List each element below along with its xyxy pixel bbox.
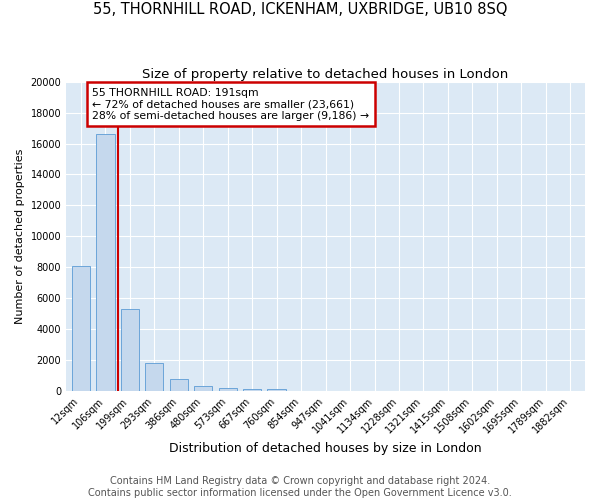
Text: 55, THORNHILL ROAD, ICKENHAM, UXBRIDGE, UB10 8SQ: 55, THORNHILL ROAD, ICKENHAM, UXBRIDGE, … xyxy=(93,2,507,18)
Bar xyxy=(170,380,188,391)
Bar xyxy=(96,134,115,391)
Bar xyxy=(218,388,237,391)
Bar xyxy=(71,266,90,391)
Text: 55 THORNHILL ROAD: 191sqm
← 72% of detached houses are smaller (23,661)
28% of s: 55 THORNHILL ROAD: 191sqm ← 72% of detac… xyxy=(92,88,369,121)
Bar xyxy=(145,363,163,391)
Bar xyxy=(268,389,286,391)
Text: Contains HM Land Registry data © Crown copyright and database right 2024.
Contai: Contains HM Land Registry data © Crown c… xyxy=(88,476,512,498)
Title: Size of property relative to detached houses in London: Size of property relative to detached ho… xyxy=(142,68,509,80)
Bar xyxy=(194,386,212,391)
Y-axis label: Number of detached properties: Number of detached properties xyxy=(15,148,25,324)
Bar xyxy=(121,309,139,391)
X-axis label: Distribution of detached houses by size in London: Distribution of detached houses by size … xyxy=(169,442,482,455)
Bar xyxy=(243,388,262,391)
